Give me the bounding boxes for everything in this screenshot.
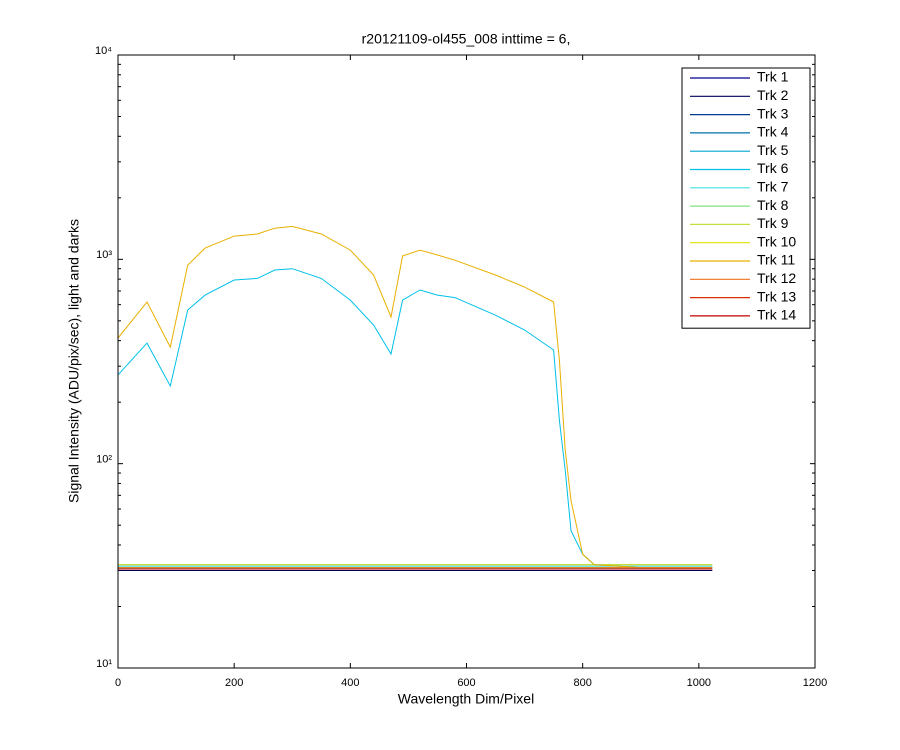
- series-line: [117, 225, 713, 569]
- legend-label: Trk 2: [757, 87, 789, 103]
- legend-label: Trk 7: [757, 179, 789, 195]
- legend-label: Trk 12: [757, 270, 796, 286]
- legend-label: Trk 8: [757, 197, 789, 213]
- y-tick-label: 10⁴: [95, 45, 112, 57]
- series-line: [117, 268, 713, 569]
- axes-box: [117, 54, 816, 669]
- x-tick-label: 1200: [803, 677, 827, 689]
- legend-label: Trk 3: [757, 105, 789, 121]
- y-tick-label: 10³: [96, 249, 112, 261]
- x-tick-label: 400: [341, 677, 359, 689]
- legend-label: Trk 9: [757, 215, 789, 231]
- y-tick-label: 10²: [96, 454, 112, 466]
- legend-label: Trk 1: [757, 69, 789, 85]
- legend-label: Trk 4: [757, 124, 789, 140]
- chart-title: r20121109-ol455_008 inttime = 6,: [362, 31, 571, 47]
- y-axis-label: Signal Intensity (ADU/pix/sec), light an…: [66, 219, 82, 503]
- x-axis-label: Wavelength Dim/Pixel: [398, 691, 534, 707]
- y-tick-label: 10¹: [96, 658, 112, 670]
- x-tick-label: 800: [573, 677, 591, 689]
- legend-label: Trk 14: [757, 307, 796, 323]
- legend-label: Trk 10: [757, 233, 796, 249]
- legend-label: Trk 6: [757, 160, 789, 176]
- legend-box: [681, 67, 811, 329]
- legend-label: Trk 11: [757, 252, 795, 268]
- x-tick-label: 1000: [687, 677, 711, 689]
- x-tick-label: 200: [225, 677, 243, 689]
- legend-label: Trk 13: [757, 288, 796, 304]
- x-tick-label: 600: [457, 677, 475, 689]
- x-tick-label: 0: [115, 677, 121, 689]
- legend-label: Trk 5: [757, 142, 789, 158]
